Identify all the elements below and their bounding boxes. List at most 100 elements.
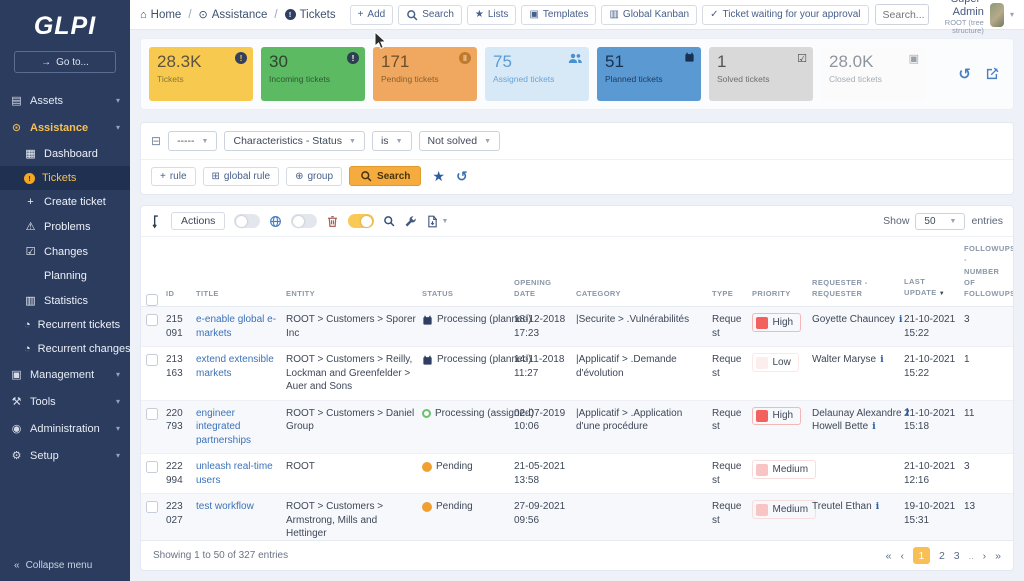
page-size-select[interactable]: 50 ▼ [915,212,966,230]
column-header-category[interactable]: CATEGORY [576,289,621,298]
sidebar-item-changes[interactable]: ☑ Changes [0,239,130,264]
card-incoming-tickets[interactable]: 30 Incoming tickets! [261,47,365,101]
sidebar-item-administration[interactable]: ◉ Administration ▾ [0,415,130,442]
actions-button[interactable]: Actions [171,212,226,230]
pagination-nav[interactable]: › [982,549,987,562]
breadcrumb-item-tickets[interactable]: ! Tickets [284,9,336,21]
sidebar-item-assets[interactable]: ▤ Assets ▾ [0,87,130,114]
wrench-icon[interactable] [404,215,417,228]
criteria-value-dropdown[interactable]: Not solved ▼ [418,131,501,151]
ticket-title-link[interactable]: test workflow [196,501,254,513]
column-header-status[interactable]: STATUS [422,289,454,298]
row-checkbox[interactable] [146,501,158,514]
search-button[interactable]: Search [398,4,462,25]
column-header-type[interactable]: TYPE [712,289,734,298]
pagination-page[interactable]: 2 [938,549,945,562]
map-toggle[interactable] [234,214,261,228]
row-checkbox[interactable] [146,314,158,327]
pagination-nav[interactable]: ‹ [900,549,904,562]
history-icon[interactable]: ↺ [958,66,971,83]
lists-button[interactable]: ★ Lists [466,4,517,25]
add-global-rule-button[interactable]: ⊞ global rule [202,166,280,186]
glpi-logo: GLPI [33,12,97,40]
criteria-operator-dropdown[interactable]: is ▼ [371,131,412,151]
card-tickets[interactable]: 28.3K Tickets! [149,47,253,101]
add-group-button[interactable]: ⊕ group [286,166,343,186]
deleted-toggle[interactable] [291,214,318,228]
pagination-nav[interactable]: « [885,549,892,562]
info-icon[interactable]: i [872,420,876,432]
ticket-title-link[interactable]: unleash real-time users [196,461,273,486]
info-icon[interactable]: i [880,353,884,365]
sidebar-item-tools[interactable]: ⚒ Tools ▾ [0,388,130,415]
ticket-requesters: Walter Maryse i [812,347,904,373]
card-solved-tickets[interactable]: 1 Solved tickets ☑ [709,47,813,101]
sidebar-item-dashboard[interactable]: ▦ Dashboard [0,141,130,166]
column-header-followups-number-of-followups[interactable]: FOLLOWUPS - NUMBER OF FOLLOWUPS [964,244,1014,298]
sidebar-item-label: Assets [30,94,64,107]
goto-button[interactable]: → Go to... [14,51,116,73]
column-header-entity[interactable]: ENTITY [286,289,316,298]
priority-badge: Low [752,353,799,372]
info-icon[interactable]: i [905,407,910,419]
search-toggle[interactable] [348,214,375,228]
edit-icon[interactable] [985,67,999,81]
ticket-title-link[interactable]: engineer integrated partnerships [196,407,252,446]
column-header-requester-requester[interactable]: REQUESTER - REQUESTER [812,277,868,298]
magnifier-icon[interactable] [383,215,395,227]
check-square-icon: ☑ [797,53,807,65]
templates-button[interactable]: ▣ Templates [521,4,597,25]
criteria-logic-dropdown[interactable]: ----- ▼ [168,131,218,151]
sidebar-item-statistics[interactable]: ▥ Statistics [0,288,130,313]
criteria-field-dropdown[interactable]: Characteristics - Status ▼ [224,131,365,151]
sidebar-item-recurrent-tickets[interactable]: ◔ Recurrent tickets [0,313,130,337]
collapse-menu-button[interactable]: « Collapse menu [0,550,130,581]
global-search-input[interactable] [875,5,928,24]
row-checkbox[interactable] [146,354,158,367]
info-icon[interactable]: i [875,500,880,512]
sidebar-item-planning[interactable]: Planning [0,264,130,288]
add-rule-button[interactable]: + rule [151,166,196,186]
column-header-title[interactable]: TITLE [196,289,219,298]
card-assigned-tickets[interactable]: 75 Assigned tickets [485,47,589,101]
row-checkbox[interactable] [146,461,158,474]
priority-label: Medium [772,503,809,515]
ticket-title-link[interactable]: e-enable global e-markets [196,314,277,339]
pagination-page[interactable]: 1 [912,547,930,564]
column-header-last-update[interactable]: LAST UPDATE ▼ [904,277,946,298]
pagination-page[interactable]: 3 [953,549,960,562]
sidebar-item-recurrent-changes[interactable]: ◔ Recurrent changes [0,337,131,361]
sidebar-item-tickets[interactable]: ! Tickets [0,166,130,190]
reset-icon[interactable]: ↺ [455,167,468,184]
ticket-followups: 1 [964,354,970,366]
collapse-criteria-icon[interactable]: ⊟ [151,134,162,148]
globe-icon[interactable] [269,215,282,228]
breadcrumb-item-home[interactable]: ⌂ Home [140,9,181,21]
pagination-nav[interactable]: » [995,549,1001,562]
add-button[interactable]: + Add [349,4,394,25]
info-icon[interactable]: i [898,313,903,325]
selection-handle-icon[interactable] [151,214,162,229]
ticket-waiting-for-your-approval-button[interactable]: ✓ Ticket waiting for your approval [702,4,869,25]
select-all-checkbox[interactable] [146,294,158,307]
ticket-title-link[interactable]: extend extensible markets [196,354,274,379]
sidebar-item-problems[interactable]: ⚠ Problems [0,214,130,239]
global-kanban-button[interactable]: ▥ Global Kanban [601,4,698,25]
bookmark-star-icon[interactable]: ★ [432,167,445,184]
column-header-id[interactable]: ID [166,289,175,298]
sidebar-item-setup[interactable]: ⚙ Setup ▾ [0,442,130,469]
search-button[interactable]: Search [349,166,422,186]
trash-icon[interactable] [326,215,339,228]
card-closed-tickets[interactable]: 28.0K Closed tickets ▣ [821,47,925,101]
card-pending-tickets[interactable]: 171 Pending tickets ‖ [373,47,477,101]
row-checkbox[interactable] [146,407,158,420]
sidebar-item-management[interactable]: ▣ Management ▾ [0,361,130,388]
column-header-opening-date[interactable]: OPENING DATE [514,277,552,298]
breadcrumb-item-assistance[interactable]: ⊙ Assistance [199,8,268,22]
sidebar-item-create-ticket[interactable]: + Create ticket [0,190,130,214]
user-menu[interactable]: Super-Admin ROOT (tree structure) ▾ [941,0,1014,36]
sidebar-item-assistance[interactable]: ⊙ Assistance ▾ [0,114,130,141]
card-planned-tickets[interactable]: 51 Planned tickets [597,47,701,101]
export-icon[interactable]: ▼ [426,215,448,228]
column-header-priority[interactable]: PRIORITY [752,289,791,298]
